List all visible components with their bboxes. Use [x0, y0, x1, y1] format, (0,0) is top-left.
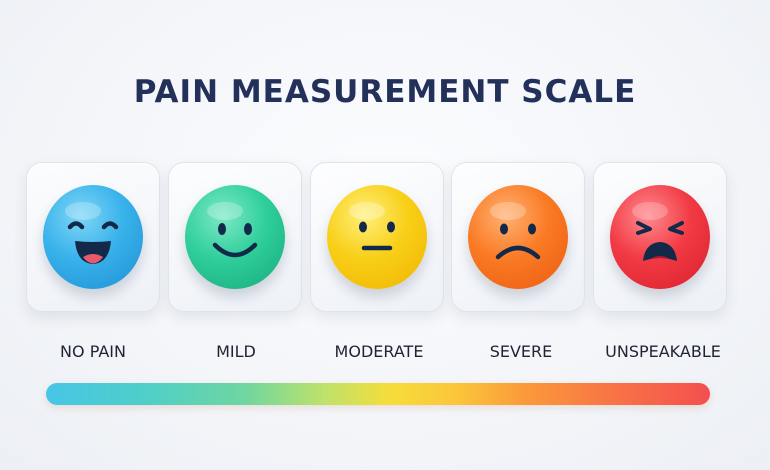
pain-level-label-moderate: MODERATE	[334, 342, 424, 361]
page-title: PAIN MEASUREMENT SCALE	[133, 74, 637, 110]
anguished-face-icon	[610, 185, 710, 289]
pain-level-card-mild	[168, 162, 302, 312]
pain-level-card-moderate	[310, 162, 444, 312]
pain-level-card-unspeakable	[593, 162, 727, 312]
frowning-face-icon	[468, 185, 568, 289]
pain-level-label-severe: SEVERE	[489, 342, 553, 361]
laughing-face-icon	[43, 185, 143, 289]
pain-gradient-bar	[46, 383, 710, 405]
pain-level-label-mild: MILD	[216, 342, 256, 361]
pain-level-label-unspeakable: UNSPEAKABLE	[605, 342, 721, 361]
neutral-face-icon	[327, 185, 427, 289]
pain-level-card-no-pain	[26, 162, 160, 312]
pain-level-label-no-pain: NO PAIN	[60, 342, 126, 361]
smiling-face-icon	[185, 185, 285, 289]
pain-level-card-severe	[451, 162, 585, 312]
